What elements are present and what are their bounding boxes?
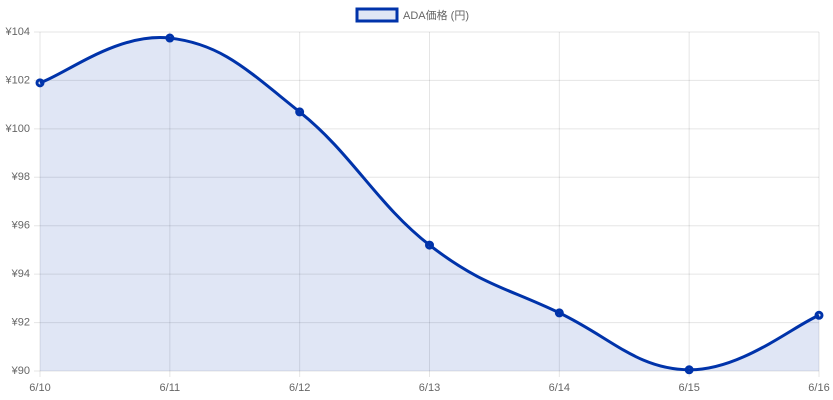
y-tick-label: ¥102 — [5, 74, 30, 86]
legend: ADA価格 (円) — [355, 7, 469, 23]
point — [684, 365, 694, 375]
line — [39, 36, 820, 372]
point — [814, 310, 824, 320]
x-tick-label: 6/13 — [419, 382, 440, 394]
y-tick-label: ¥92 — [11, 316, 30, 328]
point — [425, 240, 434, 250]
y-tick-label: ¥98 — [11, 171, 30, 183]
point — [35, 78, 45, 88]
y-tick-label: ¥90 — [11, 365, 30, 377]
x-tick-label: 6/10 — [29, 382, 50, 394]
area — [40, 37, 819, 371]
point — [165, 33, 175, 43]
x-tick-label: 6/16 — [808, 382, 829, 394]
y-tick-label: ¥96 — [11, 220, 30, 232]
y-tick-label: ¥100 — [5, 123, 30, 135]
y-tick-label: ¥104 — [5, 26, 30, 38]
point — [295, 107, 305, 117]
legend-label: ADA価格 (円) — [403, 8, 469, 22]
x-tick-label: 6/11 — [160, 382, 181, 394]
point — [554, 308, 564, 318]
y-tick-label: ¥94 — [11, 268, 30, 280]
x-tick-label: 6/15 — [678, 382, 699, 394]
legend-swatch — [355, 7, 399, 23]
x-tick-label: 6/14 — [549, 382, 570, 394]
x-tick-label: 6/12 — [289, 382, 310, 394]
